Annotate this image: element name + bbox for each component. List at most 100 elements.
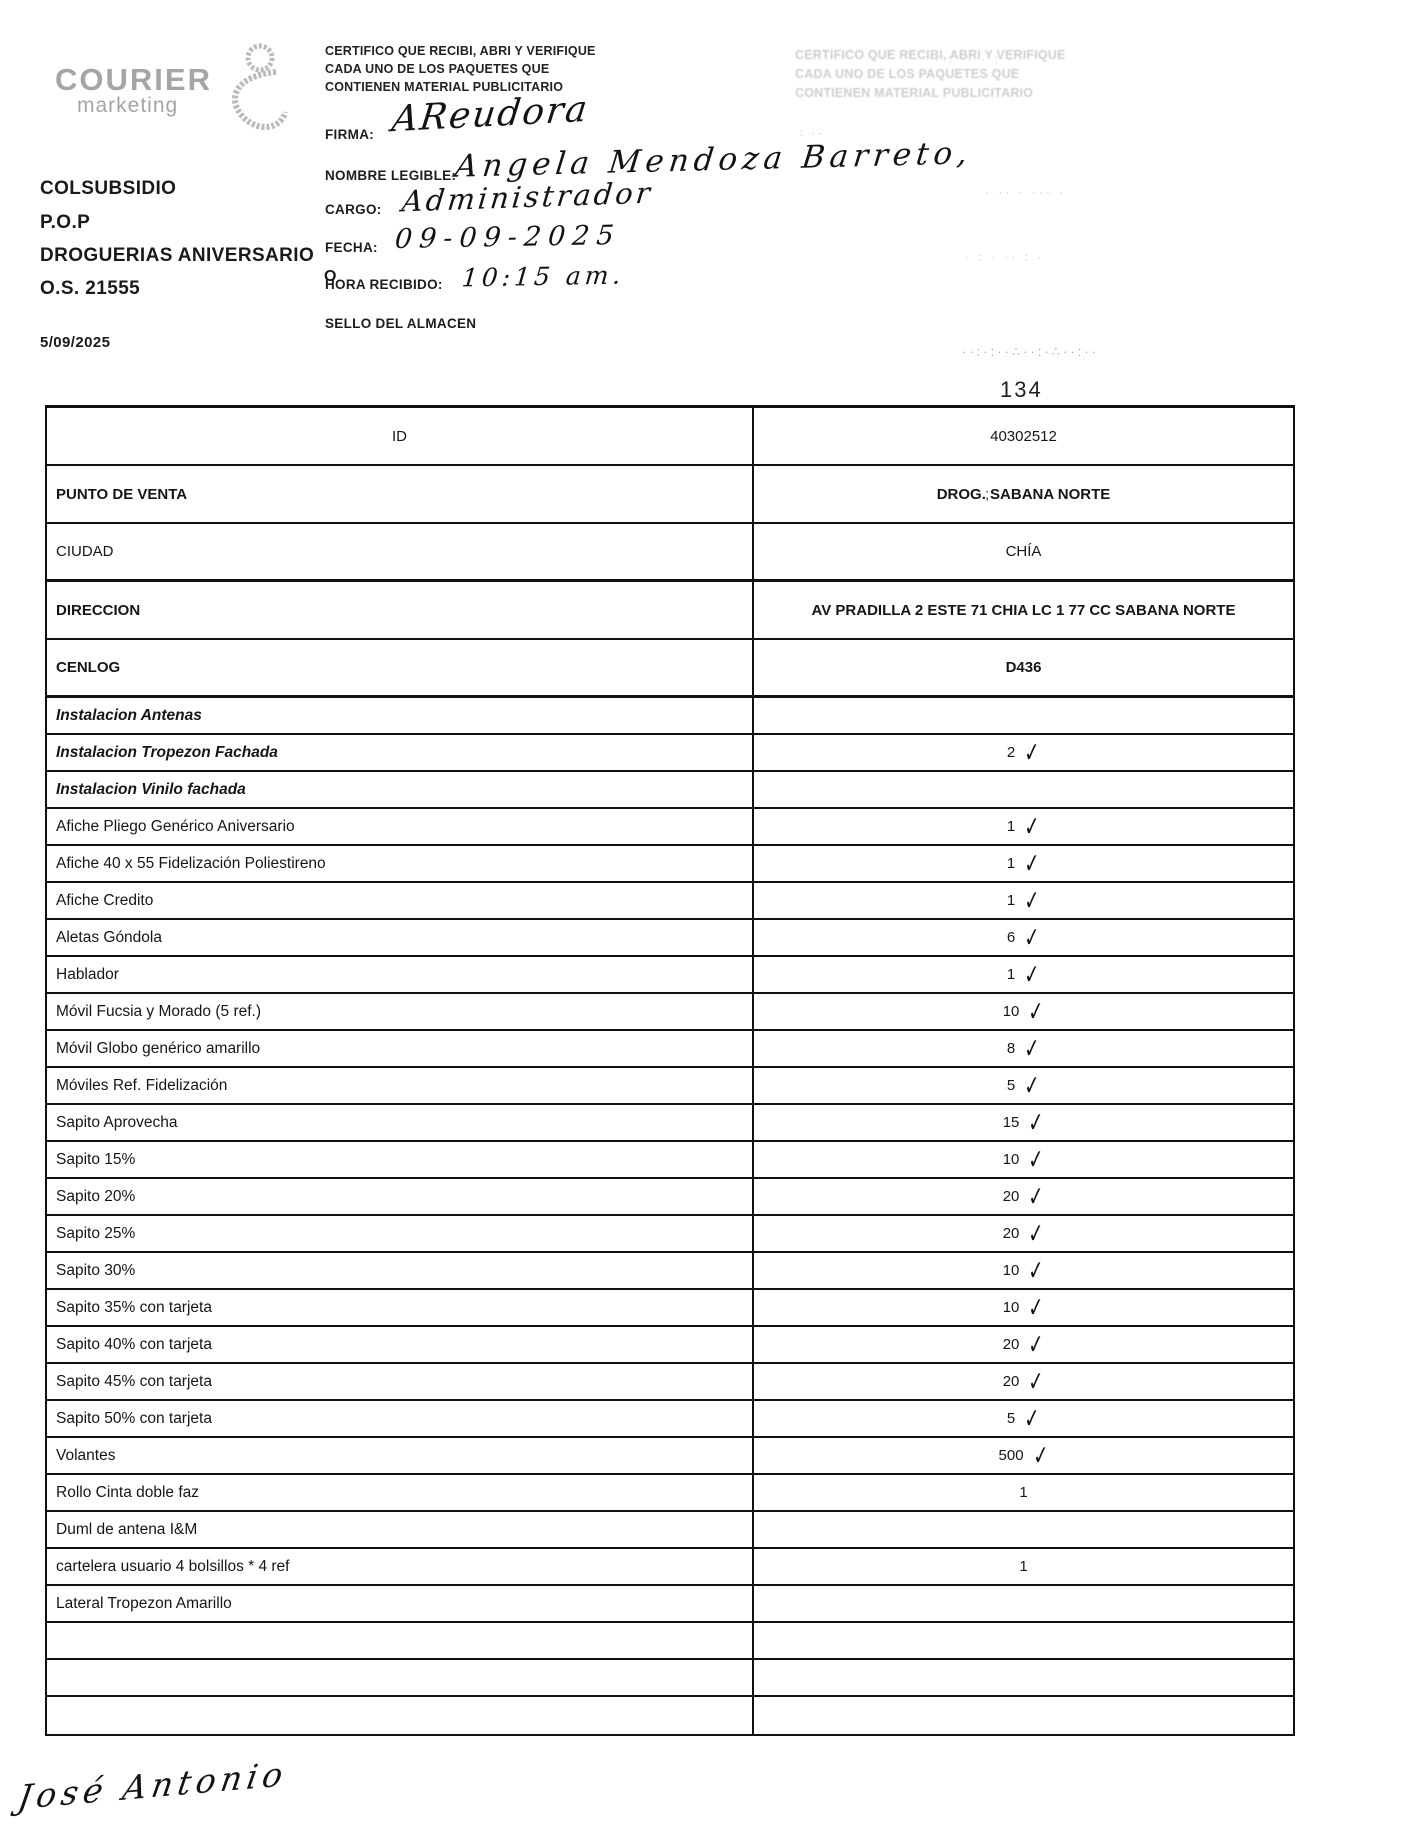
table-row: Móvil Globo genérico amarillo 8 ✓ xyxy=(47,1031,1293,1068)
nombre-legible-handwriting: Angela Mendoza Barreto, xyxy=(453,135,975,185)
item-label: Sapito 45% con tarjeta xyxy=(56,1372,212,1390)
firma-label: FIRMA: xyxy=(325,127,375,142)
check-mark-icon: ✓ xyxy=(1031,1439,1050,1472)
table-row: PUNTO DE VENTA DROG. SABANA NORTE xyxy=(47,466,1293,524)
item-qty-cell: 20 ✓ xyxy=(754,1216,1293,1251)
item-qty: 10 xyxy=(1002,1299,1020,1316)
table-row: Afiche 40 x 55 Fidelización Poliestireno… xyxy=(47,846,1293,883)
item-label-cell: Afiche 40 x 55 Fidelización Poliestireno xyxy=(47,846,754,881)
row-value: AV PRADILLA 2 ESTE 71 CHIA LC 1 77 CC SA… xyxy=(811,601,1236,619)
table-row: Sapito Aprovecha 15 ✓ xyxy=(47,1105,1293,1142)
item-label: Volantes xyxy=(56,1446,116,1464)
certification-ghost-line-2: CADA UNO DE LOS PAQUETES QUE xyxy=(795,67,1020,81)
table-row: Duml de antena I&M xyxy=(47,1512,1293,1549)
table-row: Instalacion Tropezon Fachada 2 ✓ xyxy=(47,735,1293,772)
item-label: Móvil Fucsia y Morado (5 ref.) xyxy=(56,1002,261,1020)
item-qty-cell: 20 ✓ xyxy=(754,1179,1293,1214)
item-label-cell: Sapito 50% con tarjeta xyxy=(47,1401,754,1436)
item-qty: 1 xyxy=(1006,966,1016,983)
item-qty: 10 xyxy=(1002,1151,1020,1168)
table-row: Sapito 45% con tarjeta 20 ✓ xyxy=(47,1364,1293,1401)
table-row: ID 40302512 xyxy=(47,408,1293,466)
item-qty-cell: 15 ✓ xyxy=(754,1105,1293,1140)
hora-handwriting: 10:15 am. xyxy=(460,260,626,293)
courier-logo: COURIER marketing xyxy=(55,62,212,118)
fecha-handwriting: 09-09-2025 xyxy=(393,220,623,255)
item-label: Sapito 35% con tarjeta xyxy=(56,1298,212,1316)
hora-recibido-label: HORA RECIBIDO: xyxy=(325,277,443,292)
order-campaign: DROGUERIAS ANIVERSARIO xyxy=(40,245,315,266)
check-mark-icon: ✓ xyxy=(1023,921,1041,954)
table-row: Afiche Credito 1 ✓ xyxy=(47,883,1293,920)
table-row: Sapito 50% con tarjeta 5 ✓ xyxy=(47,1401,1293,1438)
check-mark-icon: ✓ xyxy=(1027,995,1045,1028)
item-qty-cell: 6 ✓ xyxy=(754,920,1293,955)
row-label-cell: CIUDAD xyxy=(47,524,754,579)
check-mark-icon: ✓ xyxy=(1027,1328,1045,1361)
item-qty-cell: 1 ✓ xyxy=(754,846,1293,881)
item-qty-cell xyxy=(754,772,1293,807)
row-value-cell: D436 xyxy=(754,640,1293,695)
firma-signature-handwriting: AReudora xyxy=(389,88,592,141)
item-label: Rollo Cinta doble faz xyxy=(56,1483,200,1501)
row-value: CHÍA xyxy=(1005,543,1042,560)
row-value-cell: DROG. SABANA NORTE xyxy=(754,466,1293,522)
item-label: Lateral Tropezon Amarillo xyxy=(56,1594,232,1612)
item-label-cell: Instalacion Tropezon Fachada xyxy=(47,735,754,770)
item-label-cell: cartelera usuario 4 bolsillos * 4 ref xyxy=(47,1549,754,1584)
item-qty: 5 xyxy=(1006,1077,1016,1094)
scan-noise-mid: · ·· · ··· · xyxy=(985,185,1067,199)
row-value-cell: 40302512 xyxy=(754,408,1293,464)
item-qty-cell: 1 ✓ xyxy=(754,957,1293,992)
item-label-cell: Sapito Aprovecha xyxy=(47,1105,754,1140)
item-qty: 6 xyxy=(1006,929,1016,946)
stray-semicolon-mark: ; xyxy=(985,486,990,503)
item-label: Afiche Credito xyxy=(56,891,154,909)
item-qty-cell: 10 ✓ xyxy=(754,1253,1293,1288)
item-qty-cell xyxy=(754,1660,1293,1695)
row-value: DROG. SABANA NORTE xyxy=(936,485,1111,503)
table-row: Móvil Fucsia y Morado (5 ref.) 10 ✓ xyxy=(47,994,1293,1031)
item-label: Hablador xyxy=(56,965,119,983)
order-program: P.O.P xyxy=(40,212,91,233)
row-label-cell: CENLOG xyxy=(47,640,754,695)
item-label: Sapito 15% xyxy=(56,1150,136,1168)
item-label: Instalacion Tropezon Fachada xyxy=(56,743,278,761)
table-row xyxy=(47,1623,1293,1660)
item-label-cell: Duml de antena I&M xyxy=(47,1512,754,1547)
table-row: Hablador 1 ✓ xyxy=(47,957,1293,994)
item-qty: 1 xyxy=(1006,892,1016,909)
item-label-cell: Móvil Globo genérico amarillo xyxy=(47,1031,754,1066)
table-row xyxy=(47,1660,1293,1697)
item-label: Móvil Globo genérico amarillo xyxy=(56,1039,261,1057)
courier-logo-name: COURIER xyxy=(55,62,212,97)
item-qty: 1 xyxy=(1019,1484,1028,1501)
item-label-cell xyxy=(47,1697,754,1734)
row-value: 40302512 xyxy=(990,427,1057,445)
certification-line-1: CERTIFICO QUE RECIBI, ABRI Y VERIFIQUE xyxy=(325,44,596,58)
item-qty: 10 xyxy=(1002,1003,1020,1020)
order-number: O.S. 21555 xyxy=(40,278,141,299)
item-qty: 20 xyxy=(1002,1225,1020,1242)
footer-signature-handwriting: José Antonio xyxy=(15,1753,291,1818)
item-qty: 10 xyxy=(1002,1262,1020,1279)
row-label-cell: ID xyxy=(47,408,754,464)
scan-noise-top: · : ·· · : · xyxy=(935,52,1015,66)
item-qty-cell: 1 xyxy=(754,1549,1293,1584)
item-label-cell: Sapito 45% con tarjeta xyxy=(47,1364,754,1399)
item-qty-cell: 1 ✓ xyxy=(754,809,1293,844)
courier-swoosh-icon xyxy=(232,43,288,130)
row-label: DIRECCION xyxy=(56,601,141,619)
check-mark-icon: ✓ xyxy=(1027,1180,1045,1213)
table-row: Sapito 15% 10 ✓ xyxy=(47,1142,1293,1179)
item-qty: 1 xyxy=(1006,818,1016,835)
item-qty-cell: 10 ✓ xyxy=(754,994,1293,1029)
item-qty: 2 xyxy=(1006,744,1016,761)
check-mark-icon: ✓ xyxy=(1023,884,1041,917)
table-row: Instalacion Antenas xyxy=(47,698,1293,735)
item-label: Sapito 30% xyxy=(56,1261,136,1279)
row-label: CENLOG xyxy=(56,659,121,676)
row-label: ID xyxy=(392,427,407,445)
row-value-cell: AV PRADILLA 2 ESTE 71 CHIA LC 1 77 CC SA… xyxy=(754,582,1293,638)
item-label-cell: Instalacion Antenas xyxy=(47,698,754,733)
